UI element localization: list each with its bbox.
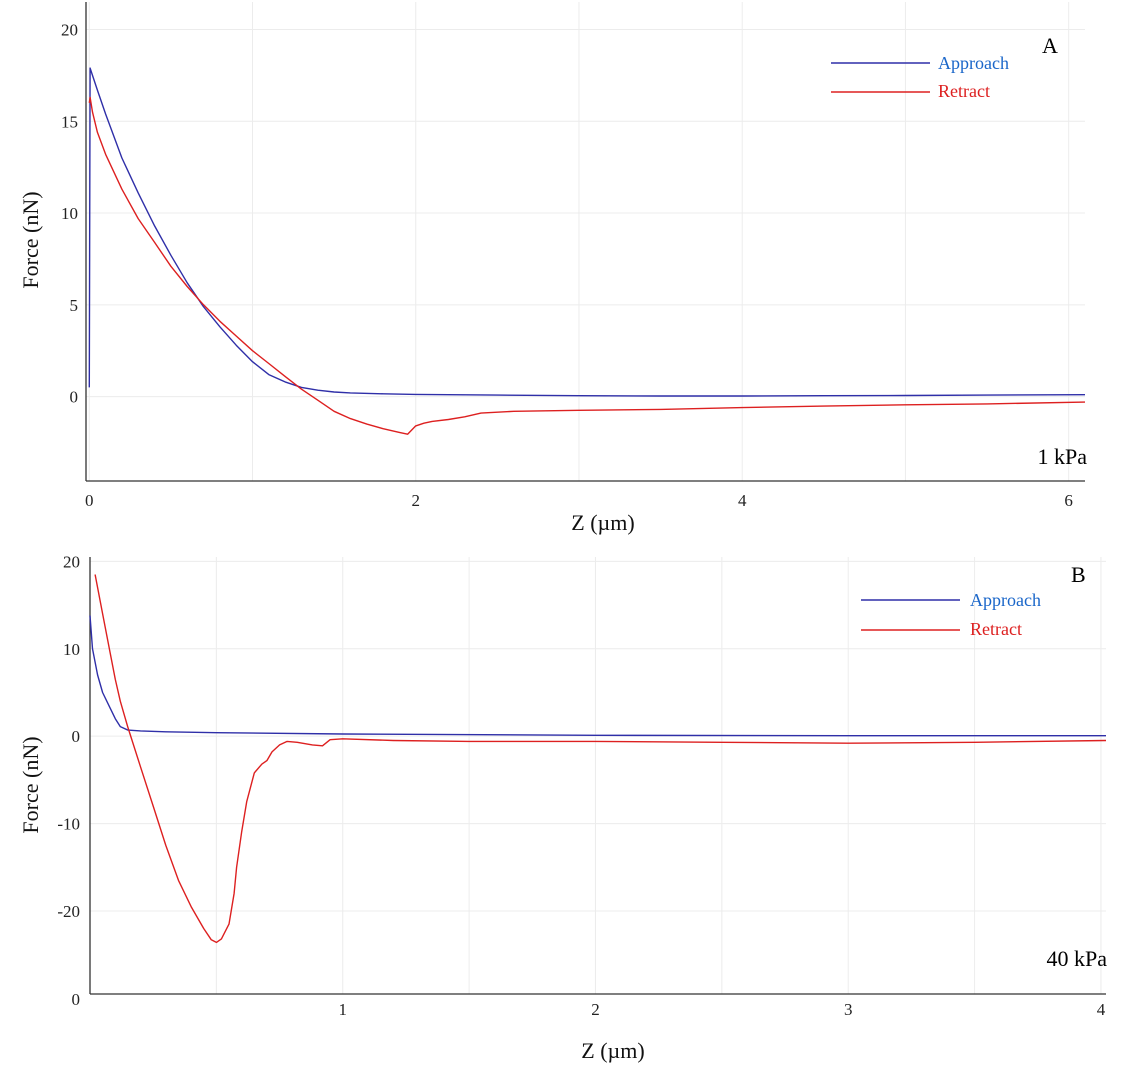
panel-a-grid [86, 2, 1085, 481]
panel-b: 1 2 3 4 -20 -10 0 10 20 0 Z (µm) Force (nN) B 4… [18, 552, 1107, 1063]
panel-b-y-ticks: -20 -10 0 10 20 [57, 552, 80, 921]
panel-b-origin-tick-label: 0 [72, 990, 81, 1009]
panel-a-retract-curve [88, 96, 1086, 435]
panel-a-y-tick-label: 5 [70, 296, 79, 315]
panel-b-legend: Approach Retract [861, 590, 1041, 639]
panel-b-series [89, 574, 1107, 944]
panel-a-x-tick-label: 6 [1064, 491, 1073, 510]
panel-b-y-tick-label: 0 [72, 727, 81, 746]
panel-b-x-tick-label: 3 [844, 1000, 853, 1019]
panel-a-y-axis-label: Force (nN) [18, 191, 43, 288]
panel-a-x-tick-label: 0 [85, 491, 94, 510]
panel-b-condition-label: 40 kPa [1047, 946, 1108, 971]
panel-b-x-tick-label: 2 [591, 1000, 600, 1019]
panel-a-approach-curve [88, 67, 1086, 397]
panel-b-retract-curve [94, 574, 1107, 944]
panel-b-approach-curve [89, 615, 1106, 737]
panel-a-y-tick-label: 20 [61, 21, 78, 40]
panel-a-x-tick-label: 4 [738, 491, 747, 510]
panel-b-grid [90, 557, 1106, 994]
panel-b-y-tick-label: -10 [57, 815, 80, 834]
panel-b-letter: B [1071, 562, 1086, 587]
panel-a-y-tick-label: 15 [61, 112, 78, 131]
panel-b-x-tick-label: 1 [338, 1000, 347, 1019]
panel-b-x-ticks: 1 2 3 4 [338, 1000, 1105, 1019]
panel-b-x-axis-label: Z (µm) [581, 1038, 644, 1063]
panel-a-x-ticks: 0 2 4 6 [85, 491, 1073, 510]
panel-a-x-tick-label: 2 [411, 491, 420, 510]
panel-b-x-tick-label: 4 [1097, 1000, 1106, 1019]
panel-a-y-tick-label: 0 [70, 388, 79, 407]
panel-a-x-axis-label: Z (µm) [571, 510, 634, 535]
panel-a-legend-retract-label: Retract [938, 81, 990, 101]
panel-b-legend-retract-label: Retract [970, 619, 1022, 639]
panel-b-y-tick-label: 20 [63, 552, 80, 571]
panel-a-legend: Approach Retract [831, 53, 1009, 101]
panel-b-y-tick-label: 10 [63, 640, 80, 659]
panel-b-y-tick-label: -20 [57, 902, 80, 921]
panel-a-legend-approach-label: Approach [938, 53, 1009, 73]
panel-a-series [88, 67, 1086, 435]
panel-a-condition-label: 1 kPa [1038, 444, 1088, 469]
panel-b-y-axis-label: Force (nN) [18, 736, 43, 833]
panel-a-y-ticks: 0 5 10 15 20 [61, 21, 78, 407]
panel-b-legend-approach-label: Approach [970, 590, 1041, 610]
panel-a-letter: A [1042, 33, 1058, 58]
panel-a-y-tick-label: 10 [61, 204, 78, 223]
